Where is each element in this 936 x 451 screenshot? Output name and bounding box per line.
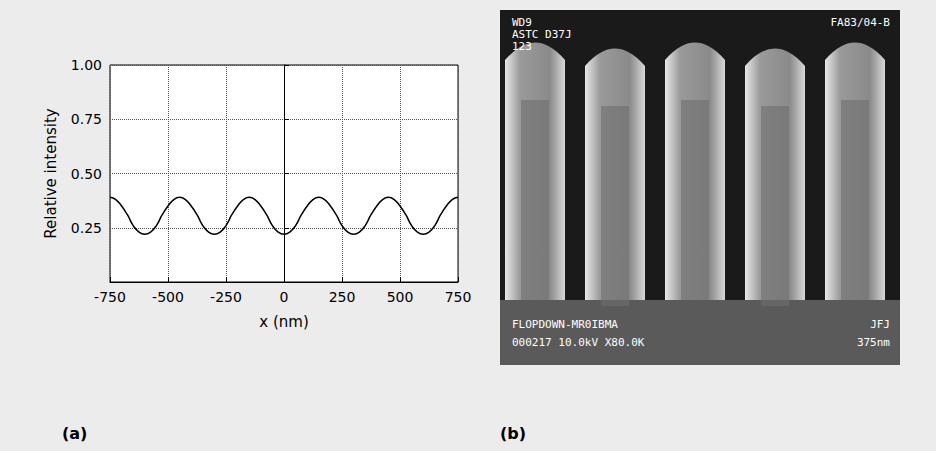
svg-text:FA83/04-B: FA83/04-B bbox=[830, 16, 890, 29]
svg-text:1.00: 1.00 bbox=[71, 57, 102, 73]
svg-text:0.50: 0.50 bbox=[71, 166, 102, 182]
svg-text:-500: -500 bbox=[152, 289, 184, 305]
svg-text:WD9: WD9 bbox=[512, 16, 532, 29]
svg-text:FLOPDOWN-MR0IBMA: FLOPDOWN-MR0IBMA bbox=[512, 318, 618, 331]
svg-text:-750: -750 bbox=[94, 289, 126, 305]
svg-text:ASTC D37J: ASTC D37J bbox=[512, 28, 572, 41]
svg-text:0.25: 0.25 bbox=[71, 220, 102, 236]
html-text:(a): (a) bbox=[62, 424, 88, 443]
svg-text:500: 500 bbox=[387, 289, 414, 305]
svg-text:750: 750 bbox=[445, 289, 472, 305]
svg-text:x (nm): x (nm) bbox=[259, 313, 308, 331]
svg-text:375nm: 375nm bbox=[857, 336, 890, 349]
html-text:(b): (b) bbox=[500, 424, 527, 443]
svg-text:0: 0 bbox=[280, 289, 289, 305]
svg-text:123: 123 bbox=[512, 40, 532, 53]
svg-text:-250: -250 bbox=[210, 289, 242, 305]
svg-text:0.75: 0.75 bbox=[71, 111, 102, 127]
svg-text:Relative intensity: Relative intensity bbox=[42, 108, 60, 238]
svg-text:JFJ: JFJ bbox=[870, 318, 890, 331]
svg-text:250: 250 bbox=[329, 289, 356, 305]
svg-text:000217 10.0kV X80.0K: 000217 10.0kV X80.0K bbox=[512, 336, 645, 349]
